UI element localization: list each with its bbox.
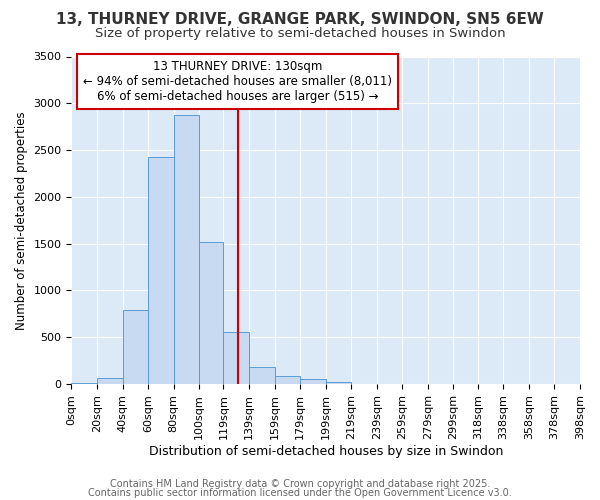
Bar — [326, 382, 351, 384]
Y-axis label: Number of semi-detached properties: Number of semi-detached properties — [15, 111, 28, 330]
Bar — [97, 378, 122, 384]
Bar — [148, 156, 173, 384]
Text: Size of property relative to semi-detached houses in Swindon: Size of property relative to semi-detach… — [95, 28, 505, 40]
Bar — [71, 382, 97, 384]
Bar — [199, 242, 223, 384]
Text: Contains public sector information licensed under the Open Government Licence v3: Contains public sector information licen… — [88, 488, 512, 498]
Text: 13, THURNEY DRIVE, GRANGE PARK, SWINDON, SN5 6EW: 13, THURNEY DRIVE, GRANGE PARK, SWINDON,… — [56, 12, 544, 28]
Bar — [275, 376, 300, 384]
Bar — [300, 380, 326, 384]
X-axis label: Distribution of semi-detached houses by size in Swindon: Distribution of semi-detached houses by … — [149, 444, 503, 458]
Bar — [173, 114, 199, 384]
Text: 13 THURNEY DRIVE: 130sqm
← 94% of semi-detached houses are smaller (8,011)
6% of: 13 THURNEY DRIVE: 130sqm ← 94% of semi-d… — [83, 60, 392, 103]
Bar — [223, 332, 249, 384]
Bar — [249, 367, 275, 384]
Bar — [122, 310, 148, 384]
Text: Contains HM Land Registry data © Crown copyright and database right 2025.: Contains HM Land Registry data © Crown c… — [110, 479, 490, 489]
